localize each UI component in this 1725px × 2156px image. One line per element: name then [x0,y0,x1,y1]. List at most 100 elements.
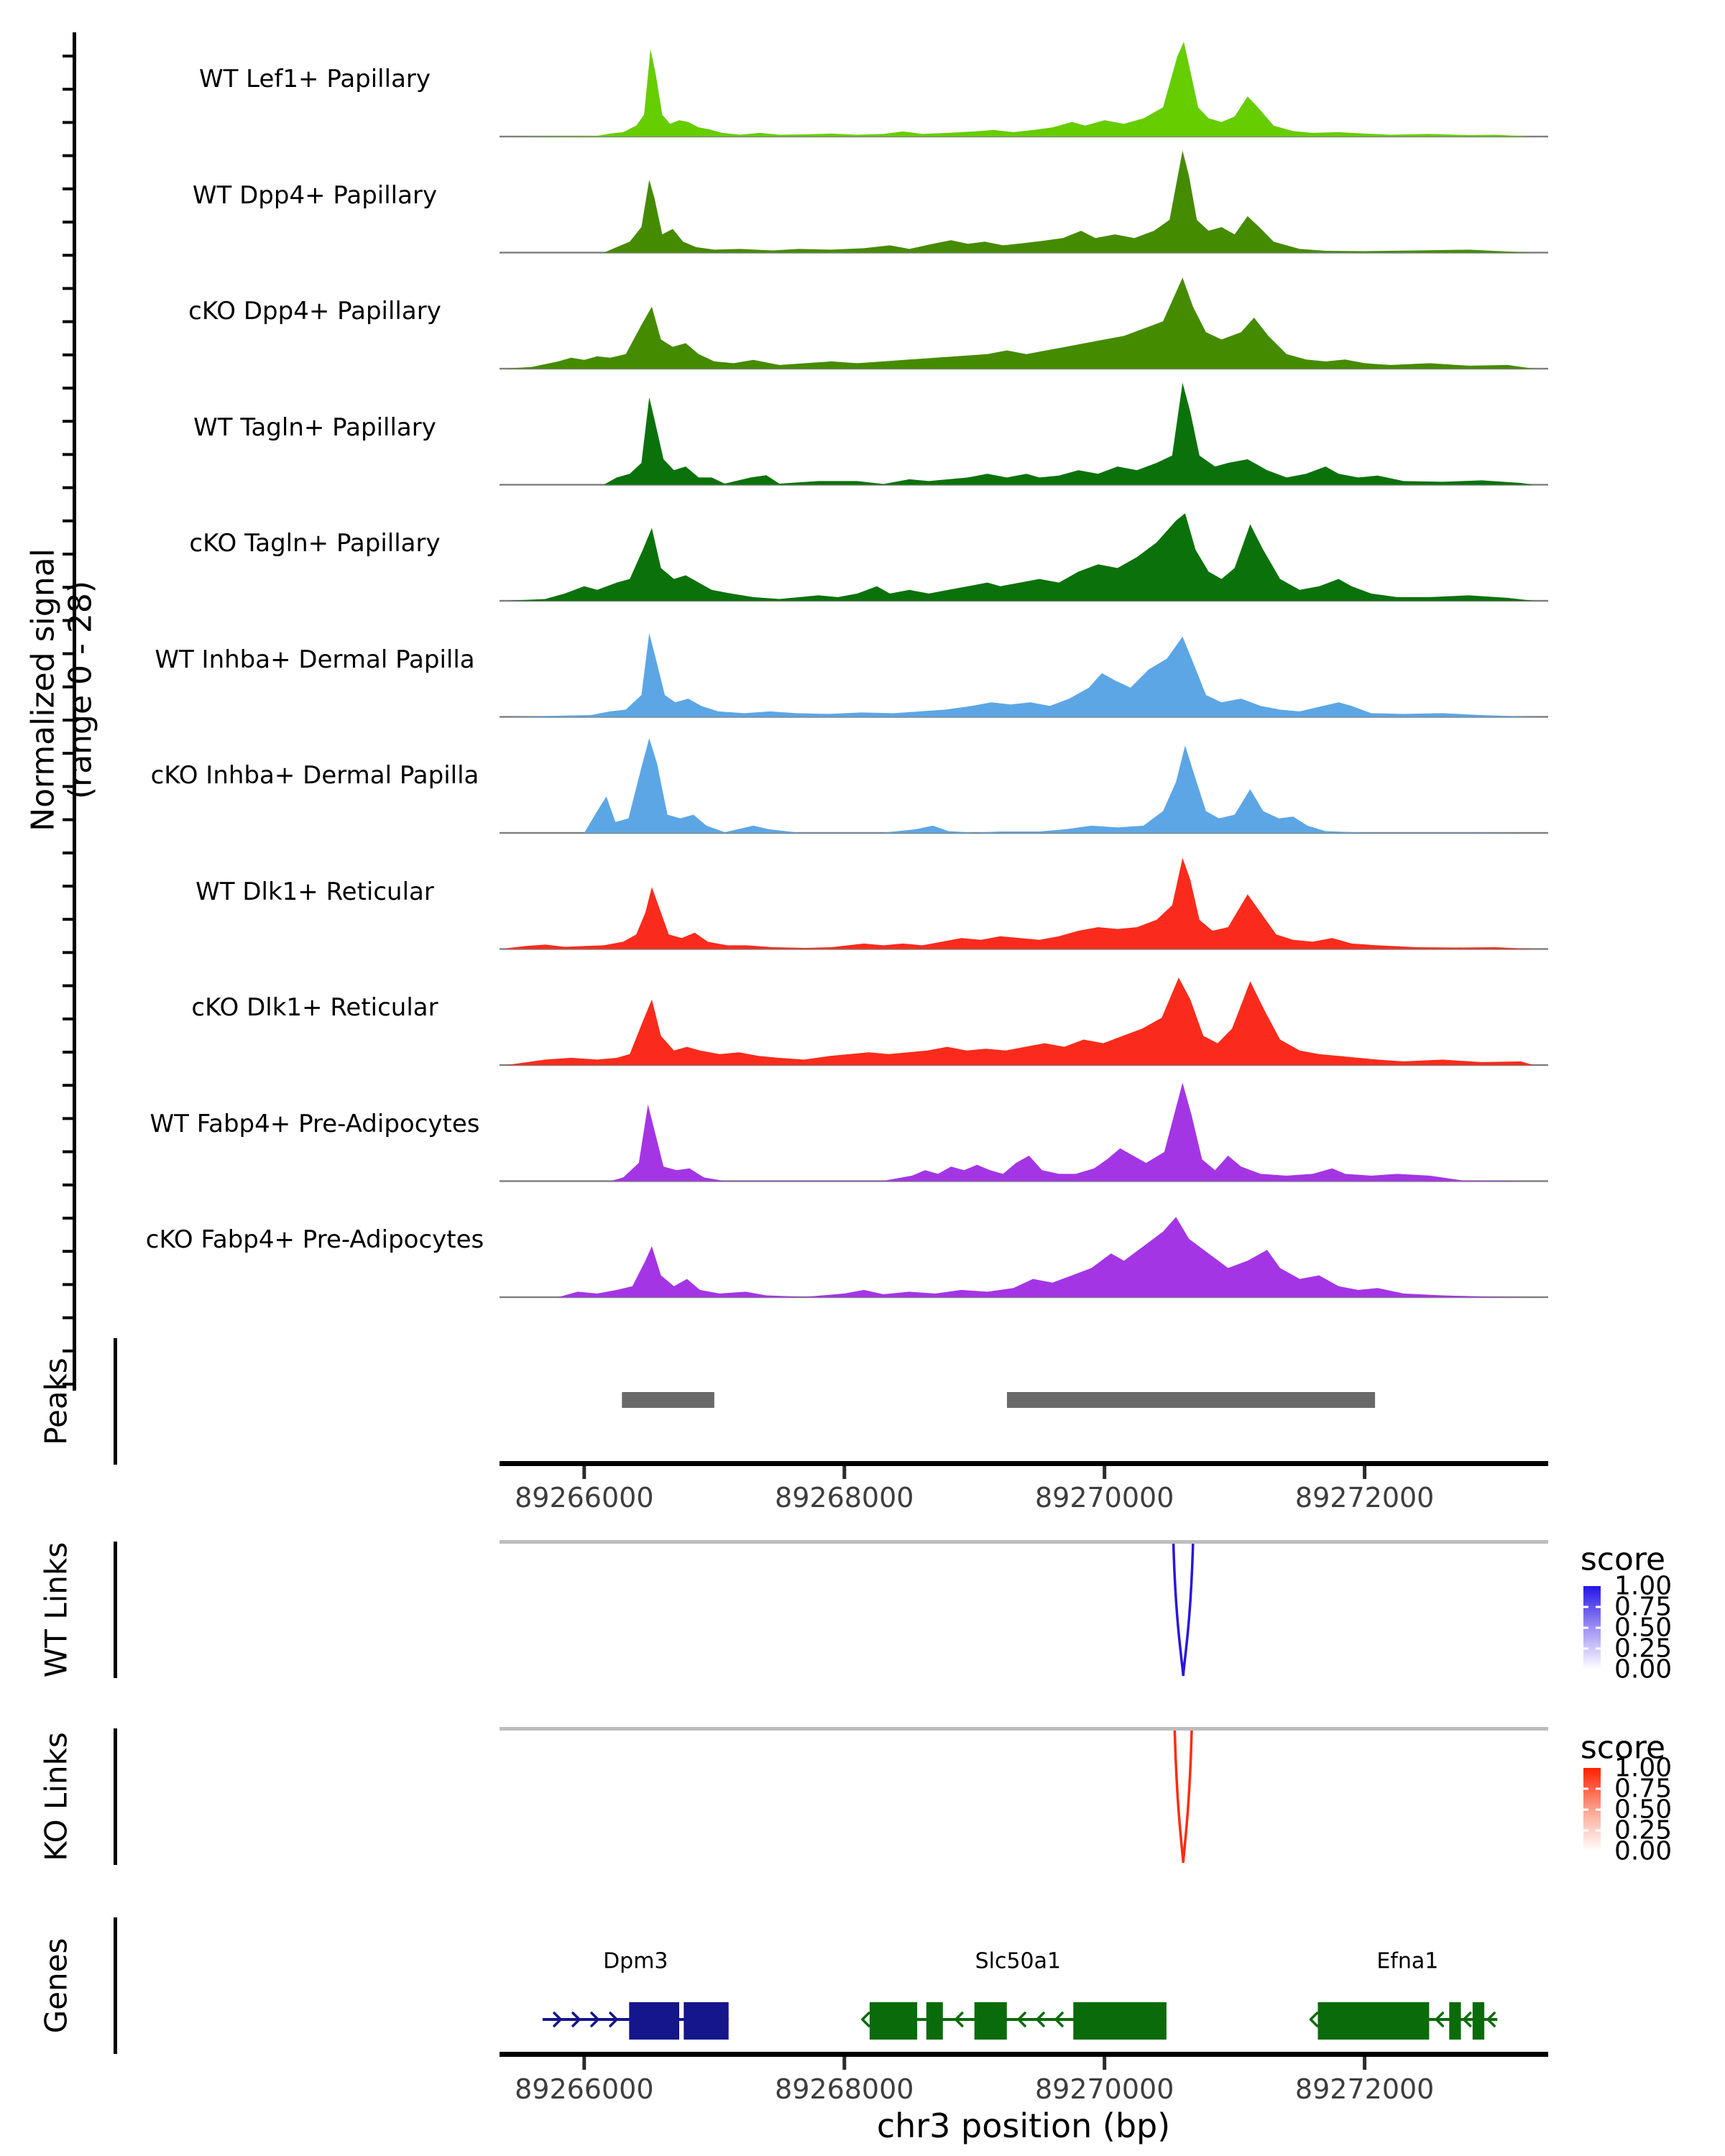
axis-tick-label: 89272000 [1294,1482,1435,1514]
score-legend-bar-tick [1583,1787,1588,1790]
signal-axis-tick [63,287,73,290]
gene-strand-arrow [1036,2012,1045,2027]
signal-axis-tick [63,88,73,91]
gene-strand-arrow [609,2012,618,2027]
genome-axis-tick [582,1466,586,1479]
y-axis-label-line2: (range 0 - 28) [62,580,99,800]
panel-label-bar [114,1728,117,1865]
score-legend-bar-tick [1596,1829,1601,1832]
score-legend-value: 0.75 [1614,1774,1673,1804]
score-legend-bar-tick [1583,1606,1588,1608]
wt-links-panel-label: WT Links [38,1542,74,1678]
wt-score-legend-title: score [1580,1541,1666,1578]
score-legend-bar-tick [1596,1808,1601,1811]
gene-exon [684,2002,729,2040]
signal-axis-tick [63,154,73,157]
score-legend-value: 0.50 [1614,1795,1673,1825]
score-legend-value: 0.75 [1614,1592,1673,1622]
signal-axis-tick [63,254,73,257]
score-legend-value: 0.25 [1614,1634,1673,1664]
gene-exon [629,2002,679,2040]
signal-axis-tick [63,320,73,323]
track-label: cKO Dpp4+ Papillary [188,297,441,326]
signal-axis-tick [63,951,73,954]
signal-area [506,1082,1534,1181]
score-legend-value: 0.00 [1614,1654,1673,1685]
signal-area [506,857,1534,949]
gene-exon [1449,2002,1461,2040]
signal-axis-tick [63,55,73,57]
peaks-panel-label: Peaks [38,1358,74,1445]
signal-axis-tick [63,1084,73,1087]
track-label: WT Fabp4+ Pre-Adipocytes [150,1109,480,1138]
track-label: WT Lef1+ Papillary [198,65,431,93]
signal-area [506,513,1534,601]
links-panel-top-line [500,1727,1548,1731]
score-legend-value: 1.00 [1614,1571,1673,1601]
signal-axis-tick [63,851,73,854]
ko-score-legend-title: score [1580,1729,1666,1766]
signal-axis-tick [63,885,73,888]
track-label: cKO Tagln+ Papillary [189,529,441,558]
signal-axis-tick [63,1349,73,1353]
gene-strand-arrow [1462,2012,1472,2027]
gene-strand-arrow [861,2012,870,2027]
gene-name: Dpm3 [603,1948,668,1974]
track-label: cKO Inhba+ Dermal Papilla [150,761,479,790]
signal-axis-tick [63,619,73,622]
signal-axis-tick [63,221,73,224]
signal-axis-tick [63,818,73,821]
signal-axis-tick [63,652,73,655]
signal-axis-tick [63,187,73,190]
track-label: WT Tagln+ Papillary [193,413,436,442]
score-legend-bar-tick [1596,1606,1601,1608]
signal-axis-tick [63,486,73,489]
signal-axis-tick [63,1017,73,1021]
genome-axis-tick [1103,2057,1107,2070]
axis-tick-label: 89266000 [515,2073,654,2105]
link-arc [1173,1730,1193,1864]
gene-exon [869,2002,918,2040]
signal-area [506,382,1534,485]
track-label: cKO Fabp4+ Pre-Adipocytes [145,1225,484,1254]
gene-strand-arrow [1435,2012,1445,2027]
axis-tick-label: 89270000 [1034,2073,1174,2105]
signal-area [506,1217,1534,1297]
axis-tick-label: 89268000 [775,2073,914,2105]
signal-axis-tick [63,1117,73,1120]
signal-axis-tick [63,1183,73,1187]
gene-exon [926,2002,943,2040]
gene-strand-arrow [571,2012,581,2027]
axis-tick-label: 89270000 [1034,1482,1174,1514]
track-label: cKO Dlk1+ Reticular [191,993,438,1022]
signal-axis-tick [63,387,73,390]
genome-axis-line [500,1461,1548,1466]
score-legend-value: 0.50 [1614,1613,1673,1643]
signal-axis-tick [63,519,73,522]
genome-axis-tick [1363,2057,1367,2070]
signal-axis-tick [63,918,73,921]
gene-exon [974,2002,1007,2040]
peak-bar [1007,1392,1376,1408]
track-label: WT Inhba+ Dermal Papilla [155,645,475,674]
score-legend-bar-tick [1583,1626,1588,1629]
score-legend-bar-tick [1596,1787,1601,1790]
axis-tick-label: 89272000 [1294,2073,1435,2105]
gene-exon [1073,2002,1167,2040]
score-legend-bar-tick [1583,1647,1588,1650]
link-arc [1172,1543,1195,1677]
score-legend-bar-tick [1596,1626,1601,1629]
ko-links-panel-label: KO Links [38,1732,74,1861]
track-label: WT Dlk1+ Reticular [196,877,434,906]
gene-strand-arrow [1486,2012,1496,2027]
signal-axis-tick [63,420,73,423]
signal-axis-tick [63,685,73,688]
signal-axis-tick [63,586,73,589]
gene-strand-arrow [1309,2012,1319,2027]
signal-area [506,150,1534,253]
genes-panel-label: Genes [38,1938,74,2034]
score-legend-bar-tick [1596,1647,1601,1650]
genome-axis-tick [842,2057,847,2070]
